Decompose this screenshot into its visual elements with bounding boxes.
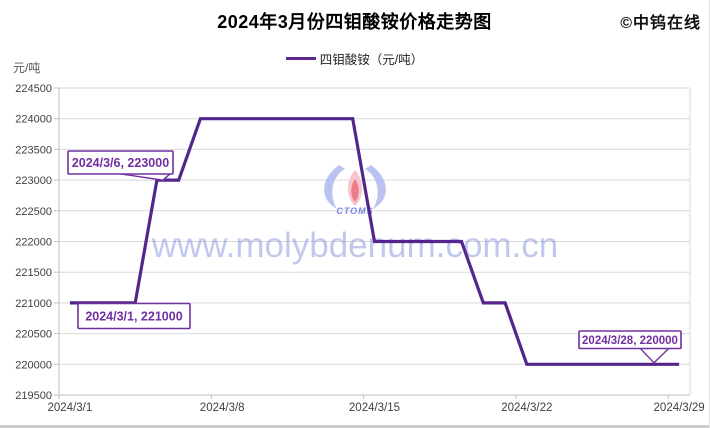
site-watermark: www.molybdenum.com.cn [151, 226, 559, 265]
annotation-box [77, 302, 191, 330]
y-axis-tick-label: 222000 [15, 237, 52, 249]
x-axis-tick-label: 2024/3/1 [47, 402, 92, 414]
y-axis-tick-label: 222500 [15, 206, 52, 218]
x-axis-tick-label: 2024/3/8 [200, 402, 245, 414]
y-axis-tick-label: 224500 [15, 83, 52, 95]
annotation-callout-pointer [638, 347, 671, 364]
price-line [69, 117, 680, 366]
window-bottom-edge [0, 425, 709, 428]
annotation-box [67, 150, 174, 175]
y-axis-tick-label: 220000 [15, 359, 52, 371]
annotation: 2024/3/6, 223000 [67, 150, 174, 181]
logo-text: CTOMS [336, 206, 373, 216]
x-axis-tick-label: 2024/3/22 [501, 402, 552, 414]
legend-line-swatch-icon [285, 57, 316, 60]
annotation: 2024/3/1, 221000 [77, 302, 191, 330]
legend-label: 四钼酸铵（元/吨） [319, 53, 424, 67]
chart-legend: 四钼酸铵（元/吨） [0, 49, 709, 68]
annotation-label: 2024/3/1, 221000 [85, 310, 182, 324]
y-axis-tick-label: 219500 [15, 390, 52, 402]
y-axis-tick-label: 223000 [15, 175, 52, 187]
annotation: 2024/3/28, 220000 [578, 330, 682, 364]
y-axis-tick-label: 223500 [15, 144, 52, 156]
grid-layer: 219500 220000 220500 221000 221500 222000 2225… [15, 83, 704, 414]
x-axis-tick-label: 2024/3/15 [349, 402, 400, 414]
y-axis-tick-label: 224000 [15, 114, 52, 126]
logo-right-petal-icon [365, 165, 386, 209]
annotation-box [578, 330, 682, 350]
page-title: 2024年3月份四钼酸铵价格走势图 [217, 12, 492, 32]
y-axis-unit-label: 元/吨 [13, 61, 41, 75]
annotation-label: 2024/3/6, 223000 [72, 156, 169, 170]
y-axis-tick-label: 221500 [15, 267, 52, 279]
x-axis-tick-label: 2024/3/29 [654, 402, 705, 414]
y-axis-tick-label: 220500 [15, 329, 52, 341]
logo-core-icon [351, 179, 359, 202]
y-axis-tick-label: 221000 [15, 298, 52, 310]
brand-logo: CTOMS [324, 165, 386, 216]
data-layer: 2024/3/6, 223000 2024/3/1, 221000 2024/3/2… [67, 117, 682, 366]
copyright-label: ©中钨在线 [620, 15, 701, 32]
logo-left-petal-icon [324, 165, 345, 209]
annotation-label: 2024/3/28, 220000 [582, 335, 678, 347]
